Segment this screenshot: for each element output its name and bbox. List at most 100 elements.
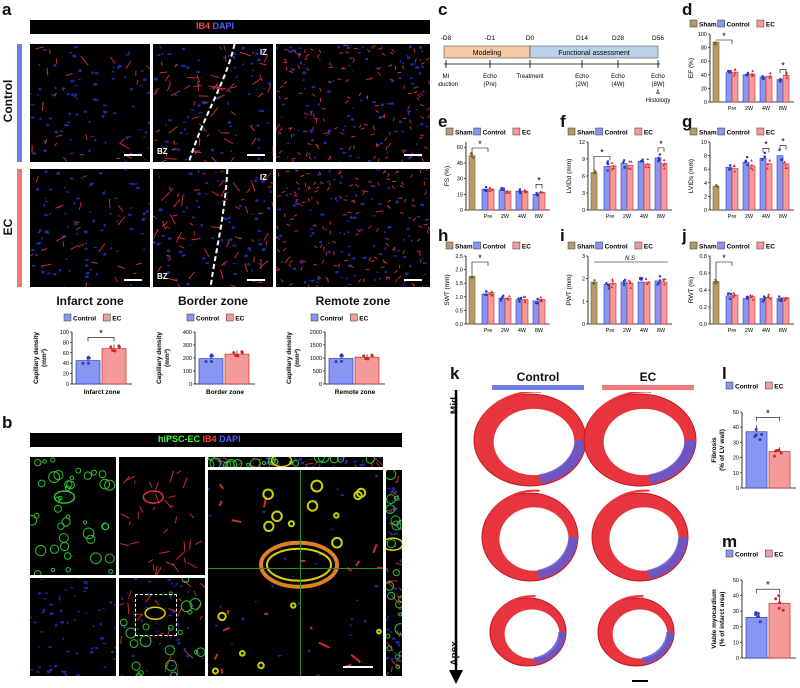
hipsc-ec-signal xyxy=(310,479,324,493)
dapi-nucleus xyxy=(332,464,335,467)
capillary-segment xyxy=(403,84,406,89)
dot-ec xyxy=(540,299,544,303)
dapi-nucleus xyxy=(420,203,425,207)
bar-ec xyxy=(765,75,773,103)
capillary-segment xyxy=(284,97,289,100)
hipsc-ec-signal xyxy=(386,538,396,549)
capillary-segment xyxy=(175,551,185,560)
dapi-nucleus xyxy=(359,99,363,102)
dapi-nucleus xyxy=(99,637,105,640)
y-tick-label: 100 xyxy=(698,32,707,38)
capillary-segment xyxy=(295,199,298,204)
dapi-nucleus xyxy=(94,646,99,649)
dapi-nucleus xyxy=(142,78,147,81)
dapi-nucleus xyxy=(49,612,54,616)
dot-control xyxy=(778,295,781,298)
panel-a-header-bar xyxy=(30,20,430,34)
significance-bracket xyxy=(657,147,665,152)
y-tick-label: 9 xyxy=(582,157,585,163)
capillary-segment xyxy=(370,260,375,263)
dapi-nucleus xyxy=(244,254,248,258)
capillary-segment xyxy=(176,470,182,475)
capillary-segment xyxy=(423,223,428,226)
bar-sham xyxy=(590,281,598,325)
dapi-nucleus xyxy=(381,46,384,49)
data-point xyxy=(370,354,374,358)
dapi-nucleus xyxy=(241,46,246,50)
dot-ec xyxy=(612,166,615,170)
dapi-nucleus xyxy=(234,134,238,137)
panel-g-label: g xyxy=(682,112,693,131)
hipsc-ec-signal xyxy=(386,581,395,591)
capillary-segment xyxy=(381,52,386,56)
micrograph-control-infarct xyxy=(30,44,150,162)
dapi-nucleus xyxy=(303,281,307,285)
capillary-segment xyxy=(225,83,235,92)
capillary-segment xyxy=(307,284,310,287)
capillary-segment xyxy=(347,211,352,214)
dapi-nucleus xyxy=(300,461,305,465)
legend-swatch xyxy=(473,241,481,250)
dapi-nucleus xyxy=(49,603,53,606)
dapi-nucleus xyxy=(256,58,261,62)
capillary-segment xyxy=(249,125,256,132)
dapi-nucleus xyxy=(113,626,116,629)
dot-control xyxy=(518,190,521,193)
capillary-segment xyxy=(384,237,390,240)
legend-label: Control xyxy=(605,130,628,137)
capillary-segment xyxy=(326,278,330,283)
dapi-nucleus xyxy=(233,272,238,275)
dot-control xyxy=(501,295,504,299)
hipsc-ec-signal xyxy=(170,671,178,676)
dot-sham xyxy=(713,281,717,285)
crosshair-h xyxy=(208,568,383,569)
legend-label: Sham xyxy=(455,244,473,251)
heart-section xyxy=(481,489,579,582)
capillary-segment xyxy=(259,62,267,66)
x-tick-label: 2W xyxy=(501,214,510,220)
capillary-segment xyxy=(382,170,387,174)
dapi-nucleus xyxy=(311,85,316,88)
capillary-segment xyxy=(120,635,122,645)
dapi-nucleus xyxy=(352,216,357,220)
dapi-nucleus xyxy=(195,199,198,203)
dot-ec xyxy=(628,281,632,285)
capillary-segment xyxy=(426,107,430,111)
dot-ec xyxy=(751,168,754,171)
lv-cavity xyxy=(504,609,560,659)
dapi-nucleus xyxy=(409,264,412,268)
dapi-nucleus xyxy=(398,120,403,124)
dapi-nucleus xyxy=(412,87,415,90)
y-tick-label: 0.4 xyxy=(699,288,707,294)
dapi-nucleus xyxy=(403,238,405,242)
dot-ec xyxy=(750,163,754,166)
dapi-nucleus xyxy=(316,277,321,281)
dot-control xyxy=(744,159,747,162)
capillary-segment xyxy=(114,276,119,283)
dot-ec xyxy=(523,300,527,304)
significance-star: * xyxy=(659,139,663,149)
timeline-event: Echo xyxy=(611,74,625,80)
timeline-event: (4W) xyxy=(612,82,625,88)
dapi-nucleus xyxy=(42,203,46,208)
dot-ec xyxy=(749,166,753,169)
dapi-nucleus xyxy=(186,132,189,135)
capillary-segment xyxy=(338,263,340,268)
dapi-nucleus xyxy=(84,247,88,250)
capillary-segment xyxy=(253,256,255,263)
y-tick-label: 500 xyxy=(313,369,322,375)
capillary-segment xyxy=(313,113,315,118)
capillary-segment xyxy=(256,463,261,467)
dapi-nucleus xyxy=(364,57,369,61)
dapi-nucleus xyxy=(220,239,224,242)
legend-swatch xyxy=(689,127,698,136)
dapi-nucleus xyxy=(111,77,116,80)
hipsc-ec-signal xyxy=(386,645,393,652)
dot-control xyxy=(657,158,661,162)
capillary-segment xyxy=(79,153,84,156)
capillary-segment xyxy=(194,149,201,154)
dapi-nucleus xyxy=(188,172,193,176)
hipsc-ec-signal xyxy=(386,494,396,505)
capillary-segment xyxy=(177,192,181,197)
dot-ec xyxy=(523,188,527,191)
